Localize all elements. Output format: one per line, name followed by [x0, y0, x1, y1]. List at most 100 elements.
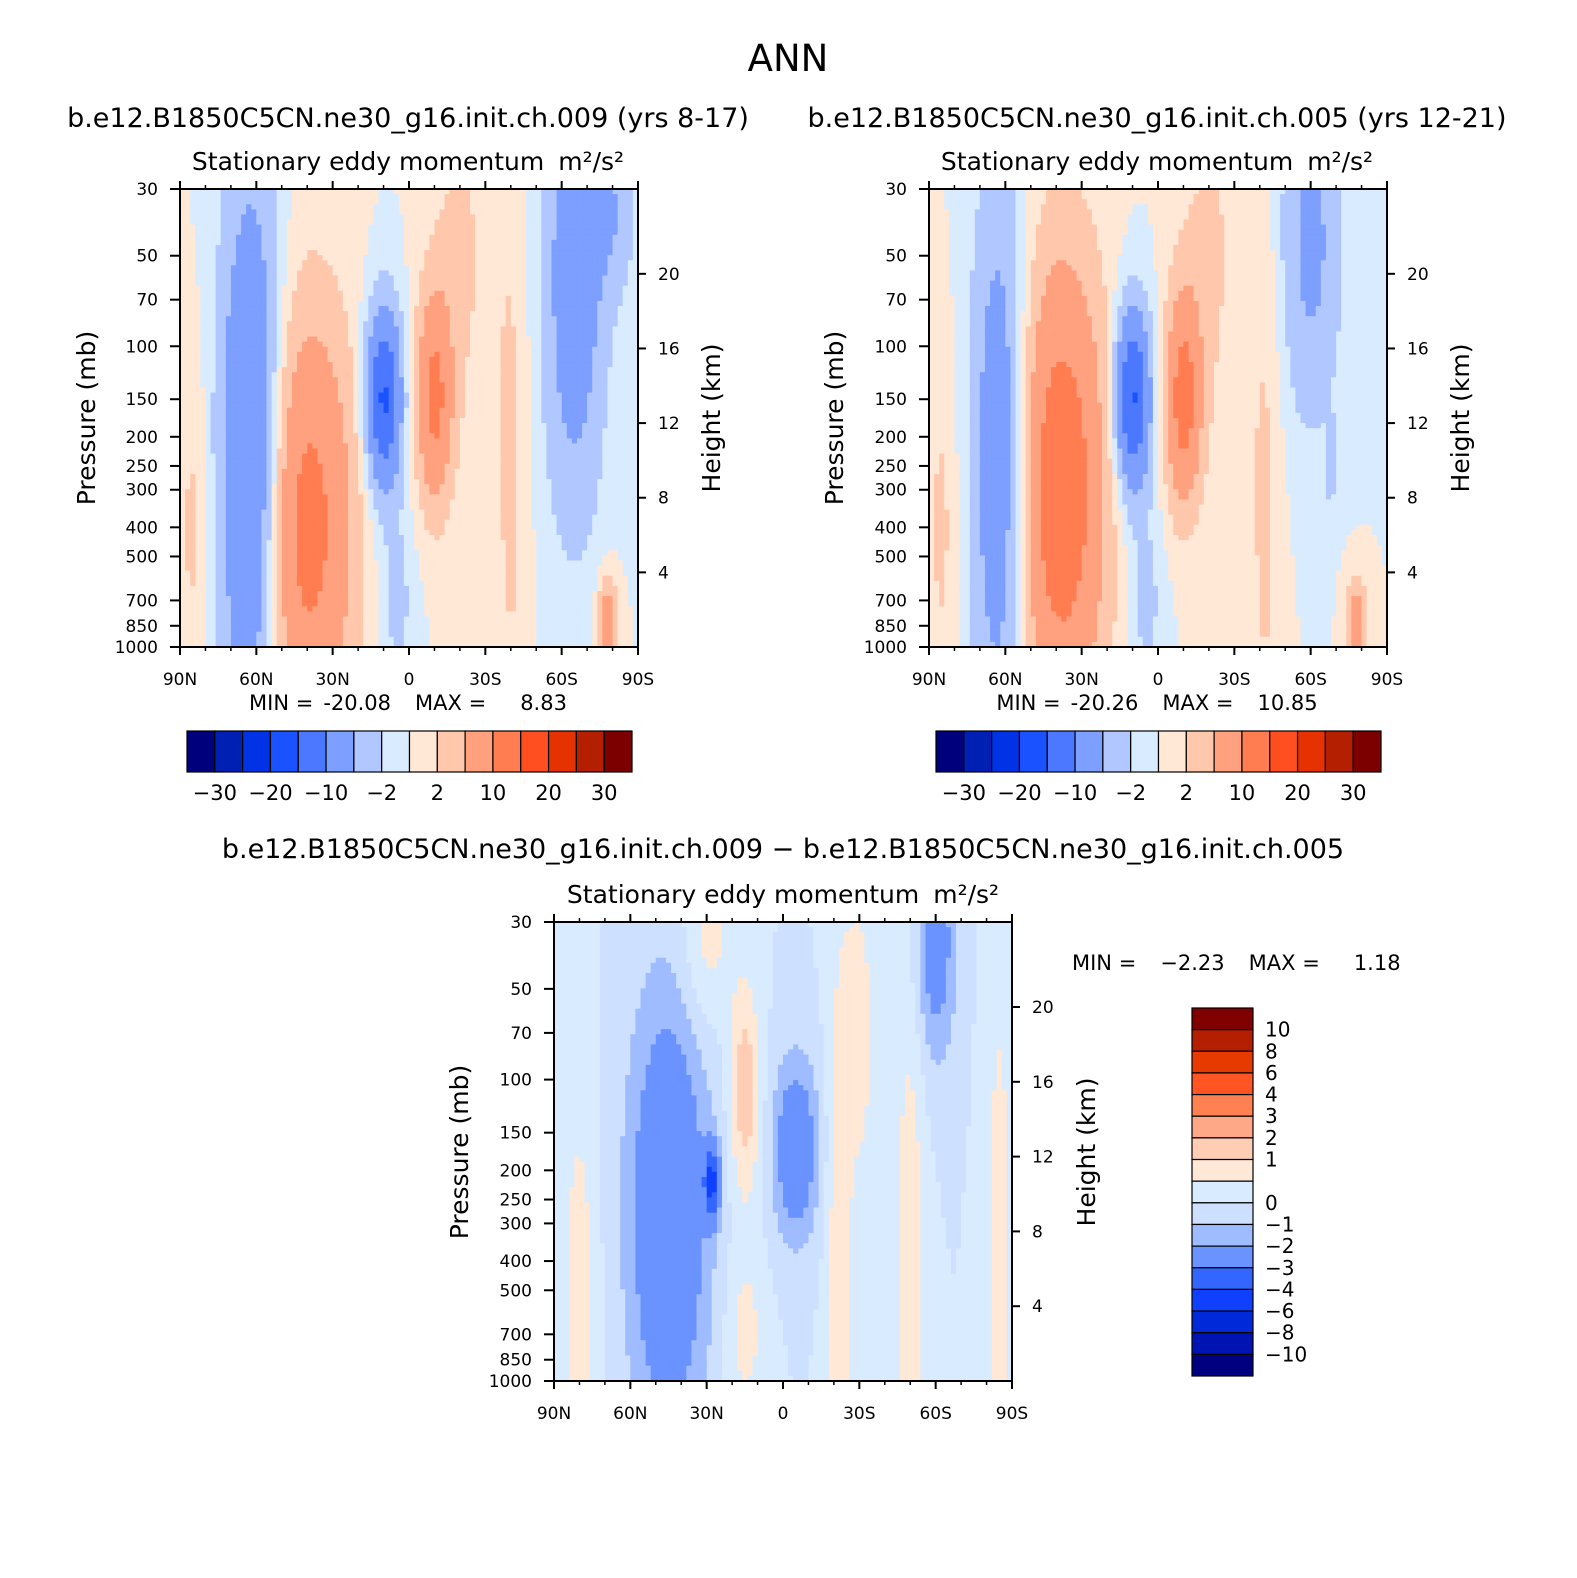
contour-cell [185, 336, 191, 343]
contour-cell [393, 189, 400, 195]
contour-cell [373, 239, 380, 246]
contour-cell [220, 407, 227, 414]
contour-cell [251, 392, 257, 399]
contour-cell [414, 204, 420, 210]
contour-cell [495, 372, 502, 378]
contour-cell [414, 311, 420, 317]
contour-cell [546, 336, 553, 343]
contour-cell [307, 341, 313, 348]
contour-cell [190, 285, 196, 292]
contour-cell [597, 209, 603, 216]
contour-cell [429, 214, 436, 221]
contour-cell [378, 356, 385, 363]
contour-cell [419, 377, 425, 383]
contour-cell [587, 219, 593, 226]
contour-cell [185, 244, 191, 251]
contour-cell [261, 453, 268, 460]
contour-cell [617, 438, 624, 445]
contour-cell [566, 463, 573, 470]
contour-cell [241, 356, 247, 363]
contour-cell [230, 306, 237, 312]
contour-cell [353, 428, 359, 434]
contour-cell [449, 295, 456, 302]
contour-cell [403, 423, 410, 429]
contour-cell [200, 377, 207, 383]
contour-cell [200, 204, 207, 210]
contour-cell [246, 285, 252, 292]
contour-cell [561, 260, 568, 266]
contour-cell [230, 367, 237, 373]
contour-cell [200, 316, 207, 322]
contour-cell [225, 194, 232, 200]
contour-cell [582, 402, 588, 409]
contour-cell [531, 204, 537, 210]
contour-cell [190, 367, 196, 373]
contour-cell [180, 326, 186, 333]
contour-cell [378, 362, 385, 368]
contour-cell [556, 407, 563, 414]
contour-cell [368, 260, 374, 266]
contour-cell [566, 189, 573, 195]
contour-cell [322, 295, 329, 302]
contour-cell [241, 336, 247, 343]
contour-cell [500, 290, 507, 297]
contour-cell [510, 265, 517, 272]
contour-cell [622, 219, 629, 226]
contour-cell [358, 295, 364, 302]
contour-cell [546, 356, 553, 363]
contour-cell [632, 351, 639, 358]
contour-cell [612, 280, 619, 287]
contour-cell [602, 382, 609, 389]
contour-cell [551, 362, 558, 368]
contour-cell [302, 234, 308, 241]
contour-cell [378, 194, 385, 200]
contour-cell [225, 250, 232, 256]
contour-cell [470, 423, 476, 429]
contour-cell [429, 382, 436, 389]
contour-cell [526, 362, 532, 368]
contour-cell [520, 377, 527, 383]
contour-cell [571, 234, 578, 241]
contour-cell [526, 412, 532, 419]
contour-cell [363, 443, 369, 450]
contour-cell [256, 189, 263, 195]
contour-cell [566, 458, 573, 465]
contour-cell [291, 311, 298, 317]
contour-cell [337, 209, 344, 216]
contour-cell [393, 392, 400, 399]
contour-cell [464, 229, 471, 236]
contour-cell [434, 275, 441, 282]
contour-cell [261, 300, 268, 307]
contour-cell [190, 453, 196, 460]
contour-cell [485, 255, 492, 261]
contour-cell [582, 311, 588, 317]
contour-cell [546, 239, 553, 246]
contour-cell [495, 326, 502, 333]
contour-cell [200, 372, 207, 378]
contour-cell [541, 362, 547, 368]
contour-cell [210, 234, 217, 241]
contour-cell [434, 418, 441, 424]
contour-cell [256, 458, 263, 465]
contour-cell [403, 463, 410, 470]
contour-cell [317, 458, 324, 465]
contour-cell [317, 336, 324, 343]
contour-cell [409, 295, 415, 302]
contour-cell [495, 453, 502, 460]
contour-cell [429, 311, 436, 317]
contour-cell [251, 260, 257, 266]
contour-cell [291, 224, 298, 231]
contour-cell [342, 351, 349, 358]
contour-cell [536, 250, 542, 256]
contour-cell [215, 326, 222, 333]
contour-cell [536, 362, 542, 368]
contour-cell [317, 229, 324, 236]
contour-cell [230, 336, 237, 343]
contour-cell [281, 438, 288, 445]
contour-cell [622, 367, 629, 373]
contour-cell [200, 468, 207, 475]
contour-cell [622, 280, 629, 287]
contour-cell [444, 209, 451, 216]
contour-cell [220, 300, 227, 307]
contour-cell [622, 250, 629, 256]
